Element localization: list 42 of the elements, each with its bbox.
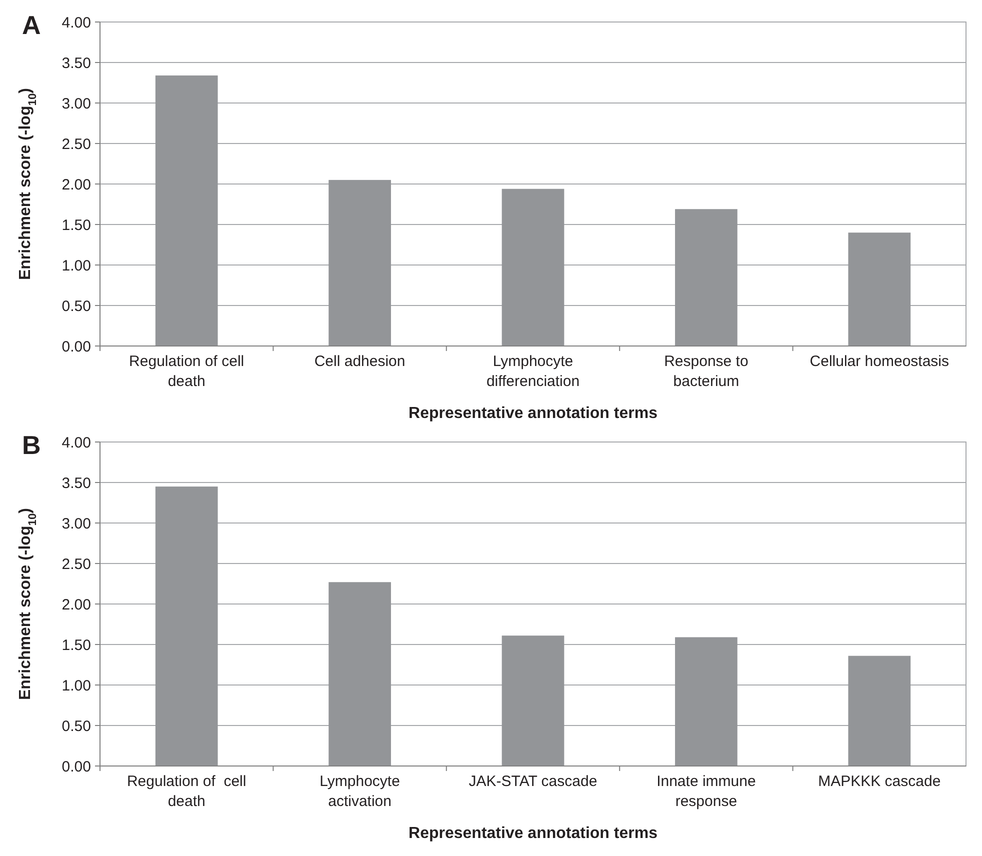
y-tick-label: 3.00 bbox=[62, 95, 91, 112]
bar bbox=[155, 75, 218, 346]
y-tick-label: 1.00 bbox=[62, 677, 91, 694]
x-axis-title: Representative annotation terms bbox=[408, 405, 658, 422]
y-tick-label: 1.00 bbox=[62, 257, 91, 274]
x-tick-label: Cell adhesion bbox=[314, 353, 406, 370]
x-tick-label: JAK-STAT cascade bbox=[468, 773, 598, 790]
bar bbox=[848, 656, 911, 766]
y-tick-label: 3.50 bbox=[62, 54, 91, 72]
y-tick-label: 0.50 bbox=[62, 718, 91, 735]
y-tick-label: 1.50 bbox=[62, 636, 91, 654]
y-tick-label: 4.00 bbox=[62, 14, 91, 32]
y-tick-label: 2.50 bbox=[62, 136, 91, 153]
x-tick-label: Lymphocyte activation bbox=[320, 773, 400, 810]
chart-title: A bbox=[22, 10, 41, 40]
x-tick-label: Cellular homeostasis bbox=[810, 353, 950, 370]
y-tick-label: 1.50 bbox=[62, 216, 91, 234]
x-tick-label: MAPKKK cascade bbox=[818, 773, 941, 790]
x-axis-title: Representative annotation terms bbox=[408, 825, 658, 842]
y-tick-label: 0.00 bbox=[62, 338, 91, 356]
bar bbox=[328, 180, 391, 346]
y-tick-label: 0.00 bbox=[62, 758, 91, 776]
chart-title: B bbox=[22, 430, 41, 460]
y-tick-label: 2.00 bbox=[62, 176, 91, 194]
y-tick-label: 4.00 bbox=[62, 434, 91, 452]
x-tick-label: Regulation of cell death bbox=[126, 773, 246, 810]
y-tick-label: 2.50 bbox=[62, 556, 91, 573]
x-tick-label: Regulation of cell death bbox=[129, 353, 244, 390]
bar bbox=[675, 209, 738, 346]
x-tick-label: Response to bacterium bbox=[664, 353, 748, 390]
x-tick-label: Innate immune response bbox=[656, 773, 756, 810]
bar bbox=[502, 636, 564, 766]
y-tick-label: 2.00 bbox=[62, 596, 91, 614]
y-tick-label: 0.50 bbox=[62, 298, 91, 315]
bar bbox=[328, 582, 391, 766]
x-tick-label: Lymphocyte differenciation bbox=[486, 353, 580, 390]
bar bbox=[848, 232, 911, 346]
y-tick-label: 3.50 bbox=[62, 474, 91, 492]
bar bbox=[675, 637, 738, 766]
y-tick-label: 3.00 bbox=[62, 515, 91, 532]
bar bbox=[502, 188, 564, 346]
bar bbox=[155, 486, 218, 766]
